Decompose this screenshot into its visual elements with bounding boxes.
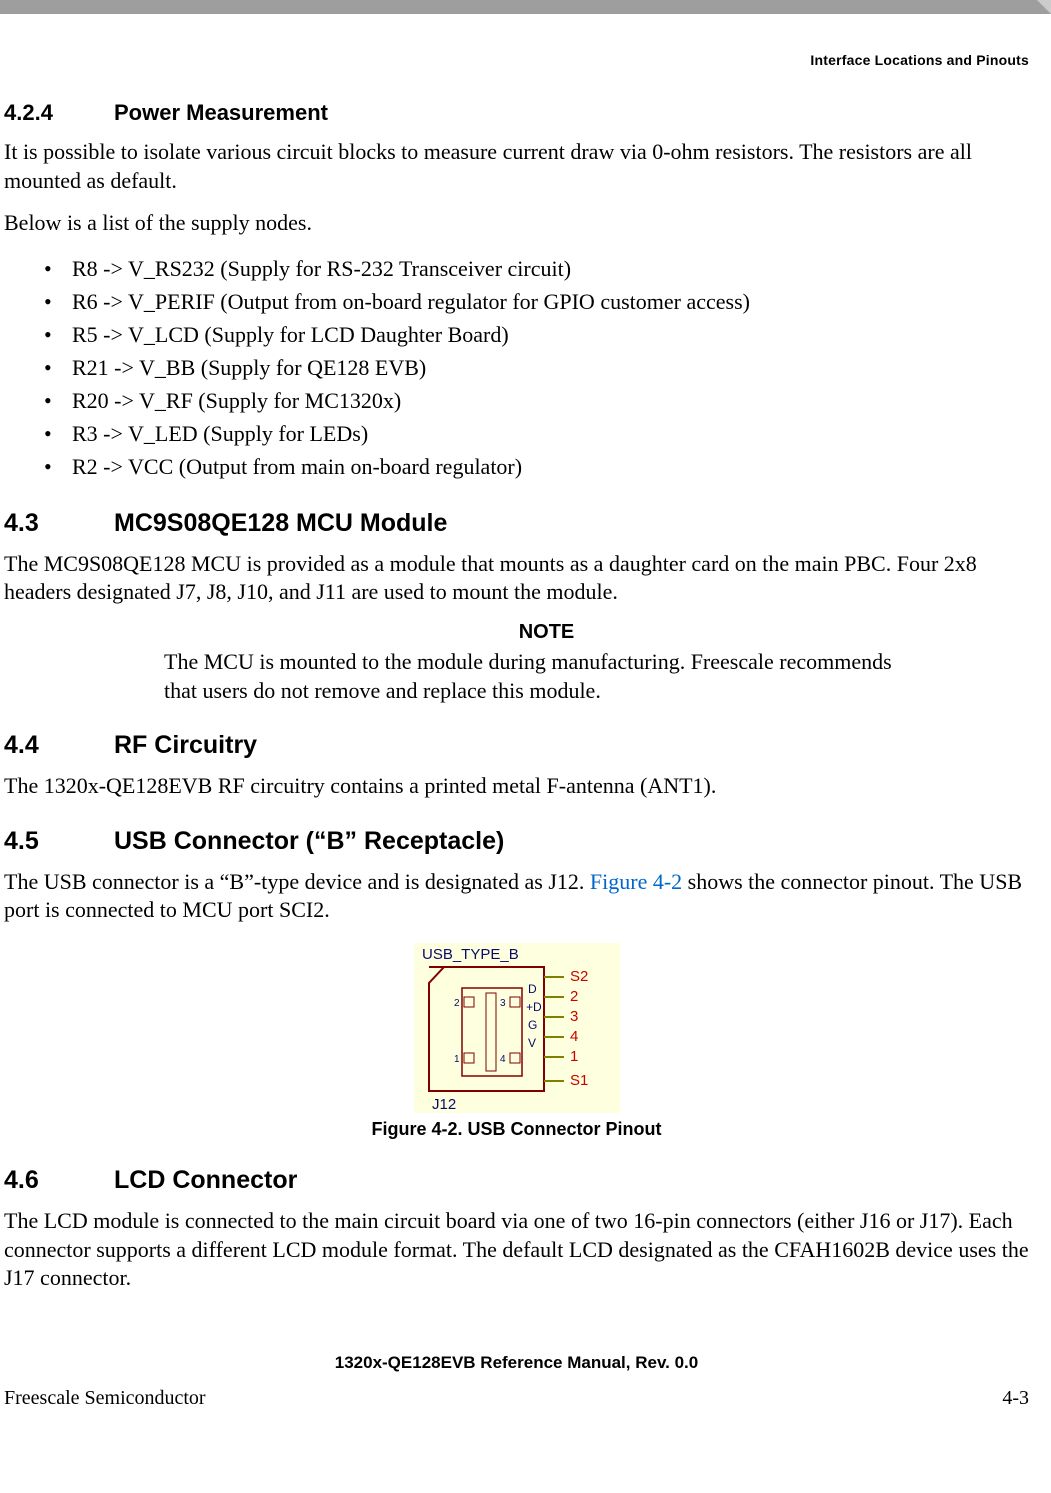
- list-item: R20 -> V_RF (Supply for MC1320x): [44, 384, 1029, 417]
- heading-4-2-4: 4.2.4Power Measurement: [4, 100, 1029, 126]
- paragraph: It is possible to isolate various circui…: [4, 138, 1029, 195]
- note-body: The MCU is mounted to the module during …: [164, 648, 929, 705]
- diagram-title: USB_TYPE_B: [422, 946, 519, 963]
- paragraph: The 1320x-QE128EVB RF circuitry contains…: [4, 772, 1029, 801]
- svg-text:J12: J12: [432, 1096, 456, 1113]
- svg-text:4: 4: [500, 1054, 506, 1065]
- footer-page-number: 4-3: [1002, 1387, 1029, 1410]
- paragraph: The MC9S08QE128 MCU is provided as a mod…: [4, 550, 1029, 607]
- svg-text:2: 2: [570, 988, 578, 1005]
- header-right-text: Interface Locations and Pinouts: [810, 52, 1029, 68]
- list-item: R21 -> V_BB (Supply for QE128 EVB): [44, 351, 1029, 384]
- paragraph: The LCD module is connected to the main …: [4, 1207, 1029, 1293]
- top-bar-arrow: [1037, 0, 1051, 14]
- svg-text:1: 1: [454, 1054, 460, 1065]
- heading-title: LCD Connector: [114, 1166, 297, 1194]
- list-item: R5 -> V_LCD (Supply for LCD Daughter Boa…: [44, 318, 1029, 351]
- text-span: The USB connector is a “B”-type device a…: [4, 869, 590, 894]
- list-item: R3 -> V_LED (Supply for LEDs): [44, 417, 1029, 450]
- heading-title: USB Connector (“B” Receptacle): [114, 827, 504, 855]
- heading-4-4: 4.4RF Circuitry: [4, 731, 1029, 760]
- top-bar: [0, 0, 1051, 14]
- svg-text:+D: +D: [526, 1000, 542, 1014]
- heading-title: MC9S08QE128 MCU Module: [114, 509, 447, 537]
- svg-text:G: G: [528, 1018, 537, 1032]
- page-body: Interface Locations and Pinouts 4.2.4Pow…: [0, 14, 1051, 1440]
- heading-title: Power Measurement: [114, 100, 328, 125]
- figure-link[interactable]: Figure 4-2: [590, 869, 682, 894]
- figure-4-2: USB_TYPE_B 2 1 3 4 D +D G V: [4, 943, 1029, 1140]
- figure-caption: Figure 4-2. USB Connector Pinout: [4, 1119, 1029, 1140]
- list-item: R2 -> VCC (Output from main on-board reg…: [44, 450, 1029, 483]
- paragraph: Below is a list of the supply nodes.: [4, 209, 1029, 238]
- svg-text:3: 3: [570, 1008, 578, 1025]
- heading-title: RF Circuitry: [114, 731, 257, 759]
- usb-connector-diagram: USB_TYPE_B 2 1 3 4 D +D G V: [414, 943, 620, 1113]
- svg-text:S1: S1: [570, 1072, 588, 1089]
- heading-number: 4.3: [4, 509, 114, 538]
- heading-4-3: 4.3MC9S08QE128 MCU Module: [4, 509, 1029, 538]
- heading-number: 4.5: [4, 827, 114, 856]
- heading-4-6: 4.6LCD Connector: [4, 1166, 1029, 1195]
- svg-text:V: V: [528, 1036, 536, 1050]
- page-footer: 1320x-QE128EVB Reference Manual, Rev. 0.…: [4, 1353, 1029, 1410]
- svg-text:S2: S2: [570, 968, 588, 985]
- supply-node-list: R8 -> V_RS232 (Supply for RS-232 Transce…: [44, 252, 1029, 483]
- svg-text:2: 2: [454, 998, 460, 1009]
- svg-text:1: 1: [570, 1048, 578, 1065]
- heading-number: 4.2.4: [4, 100, 114, 126]
- svg-text:3: 3: [500, 998, 506, 1009]
- list-item: R6 -> V_PERIF (Output from on-board regu…: [44, 285, 1029, 318]
- heading-number: 4.6: [4, 1166, 114, 1195]
- note-block: NOTE The MCU is mounted to the module du…: [164, 621, 929, 705]
- svg-text:4: 4: [570, 1028, 578, 1045]
- paragraph: The USB connector is a “B”-type device a…: [4, 868, 1029, 925]
- heading-number: 4.4: [4, 731, 114, 760]
- footer-left: Freescale Semiconductor: [4, 1387, 206, 1410]
- list-item: R8 -> V_RS232 (Supply for RS-232 Transce…: [44, 252, 1029, 285]
- footer-manual-title: 1320x-QE128EVB Reference Manual, Rev. 0.…: [4, 1353, 1029, 1373]
- note-title: NOTE: [164, 621, 929, 644]
- svg-text:D: D: [528, 982, 537, 996]
- heading-4-5: 4.5USB Connector (“B” Receptacle): [4, 827, 1029, 856]
- running-header: Interface Locations and Pinouts: [4, 14, 1029, 70]
